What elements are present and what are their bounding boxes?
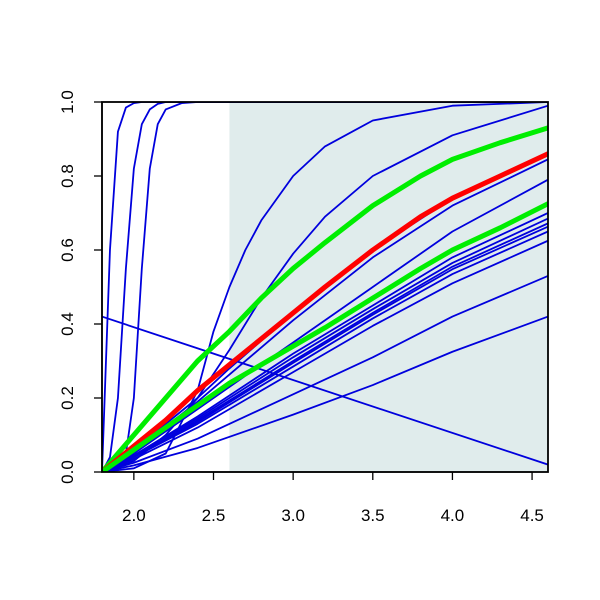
- series-line-8-blue: [102, 178, 548, 472]
- series-line-14-blue: [102, 239, 548, 472]
- series-line-10-blue: [102, 217, 548, 472]
- series-line-15-blue: [102, 275, 548, 472]
- x-ticks: 2.0 2.5 3.0 3.5 4.0 4.5: [122, 472, 544, 525]
- y-tick-label: 0.8: [58, 164, 77, 188]
- y-ticks: 0.0 0.2 0.4 0.6 0.8 1.0: [58, 90, 102, 484]
- series-line-16-blue: [102, 315, 548, 472]
- y-tick-label: 0.0: [58, 460, 77, 484]
- series-line-13-blue: [102, 230, 548, 472]
- y-tick-label: 0.6: [58, 238, 77, 262]
- x-tick-label: 4.5: [520, 506, 544, 525]
- x-tick-label: 2.0: [122, 506, 146, 525]
- x-tick-label: 3.0: [281, 506, 305, 525]
- series-line-18-green: [102, 125, 548, 472]
- x-axis: 2.0 2.5 3.0 3.5 4.0 4.5: [122, 471, 544, 525]
- series-line-20-green: [102, 201, 548, 472]
- x-tick-label: 2.5: [202, 506, 226, 525]
- x-tick-label: 3.5: [361, 506, 385, 525]
- series-line-17-blue: [102, 315, 548, 466]
- series-line-4-blue: [102, 102, 548, 472]
- y-tick-label: 0.4: [58, 312, 77, 336]
- x-tick-label: 4.0: [441, 506, 465, 525]
- y-tick-label: 1.0: [58, 90, 77, 114]
- y-axis: 0.0 0.2 0.4 0.6 0.8 1.0: [58, 90, 103, 484]
- series-line-19-red: [102, 151, 548, 472]
- series-line-2-blue: [102, 102, 548, 472]
- y-tick-label: 0.2: [58, 386, 77, 410]
